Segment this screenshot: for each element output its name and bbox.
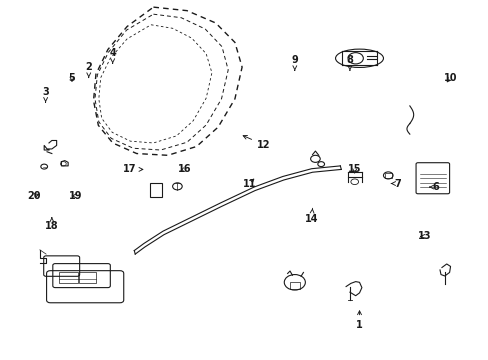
Text: 11: 11: [242, 179, 256, 189]
Text: 5: 5: [68, 73, 75, 83]
Text: 15: 15: [347, 165, 361, 174]
Text: 3: 3: [42, 87, 49, 102]
Bar: [384, 173, 391, 178]
Text: 14: 14: [304, 208, 318, 224]
Text: 19: 19: [69, 191, 82, 201]
Text: 1: 1: [355, 311, 362, 330]
Text: 2: 2: [85, 62, 92, 78]
Text: 18: 18: [45, 218, 59, 231]
Text: 8: 8: [346, 55, 353, 71]
Text: 6: 6: [429, 182, 439, 192]
Bar: [289, 282, 299, 289]
Bar: [59, 273, 78, 283]
Text: 9: 9: [291, 55, 298, 71]
Text: 10: 10: [443, 73, 456, 83]
Bar: [149, 183, 162, 197]
Text: 13: 13: [417, 231, 430, 242]
Text: 4: 4: [109, 48, 116, 64]
Text: 12: 12: [243, 135, 270, 150]
Text: 20: 20: [27, 191, 41, 201]
Bar: [79, 273, 96, 283]
Text: 17: 17: [122, 165, 142, 174]
Text: 7: 7: [390, 179, 401, 189]
Text: 16: 16: [178, 165, 191, 174]
